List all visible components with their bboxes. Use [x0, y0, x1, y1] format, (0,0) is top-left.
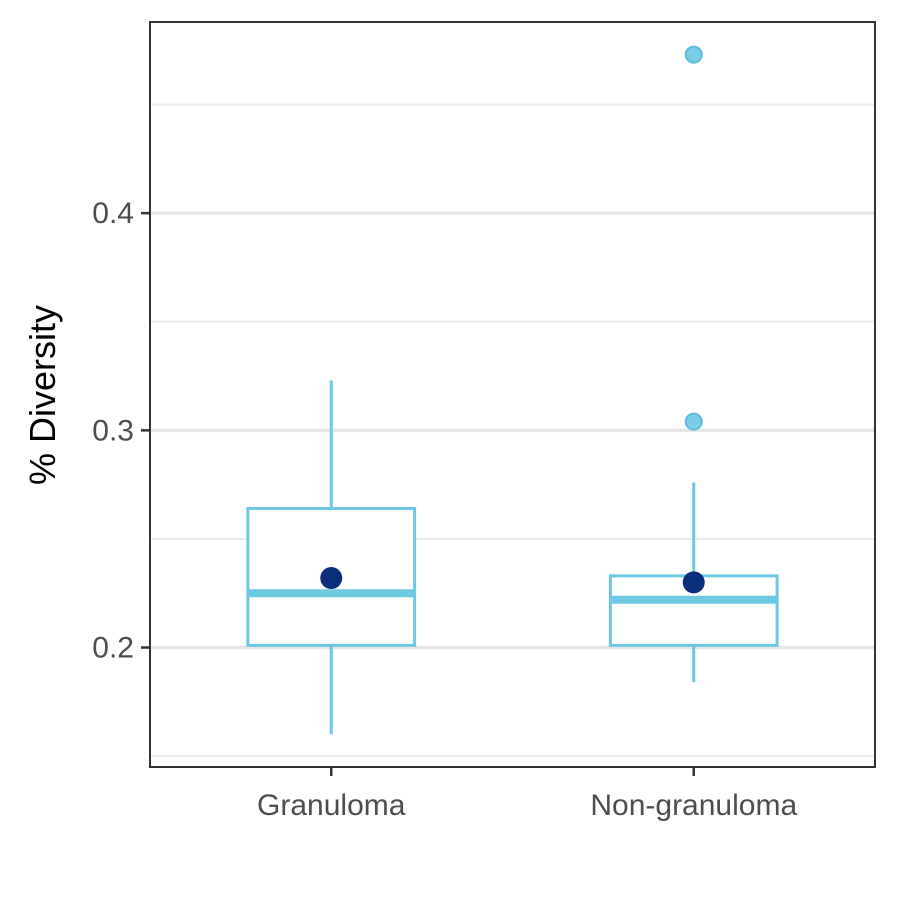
boxes-layer	[246, 45, 779, 735]
x-tick-label: Non-granuloma	[590, 789, 797, 822]
x-tick-label: Granuloma	[257, 789, 406, 822]
y-axis-title: % Diversity	[22, 305, 63, 485]
y-tick-label: 0.2	[92, 632, 134, 665]
outlier-point	[684, 45, 703, 64]
y-tick-label: 0.3	[92, 414, 134, 447]
iqr-box	[246, 507, 417, 647]
mean-point	[682, 571, 705, 594]
box-1	[246, 380, 417, 735]
axes-layer: 0.2 0.3 0.4 Granuloma Non-granuloma	[92, 197, 797, 822]
box-2	[608, 45, 779, 683]
panel-border	[149, 21, 876, 768]
outlier-point	[684, 412, 703, 431]
mean-point	[320, 567, 343, 590]
y-tick-label: 0.4	[92, 197, 134, 230]
